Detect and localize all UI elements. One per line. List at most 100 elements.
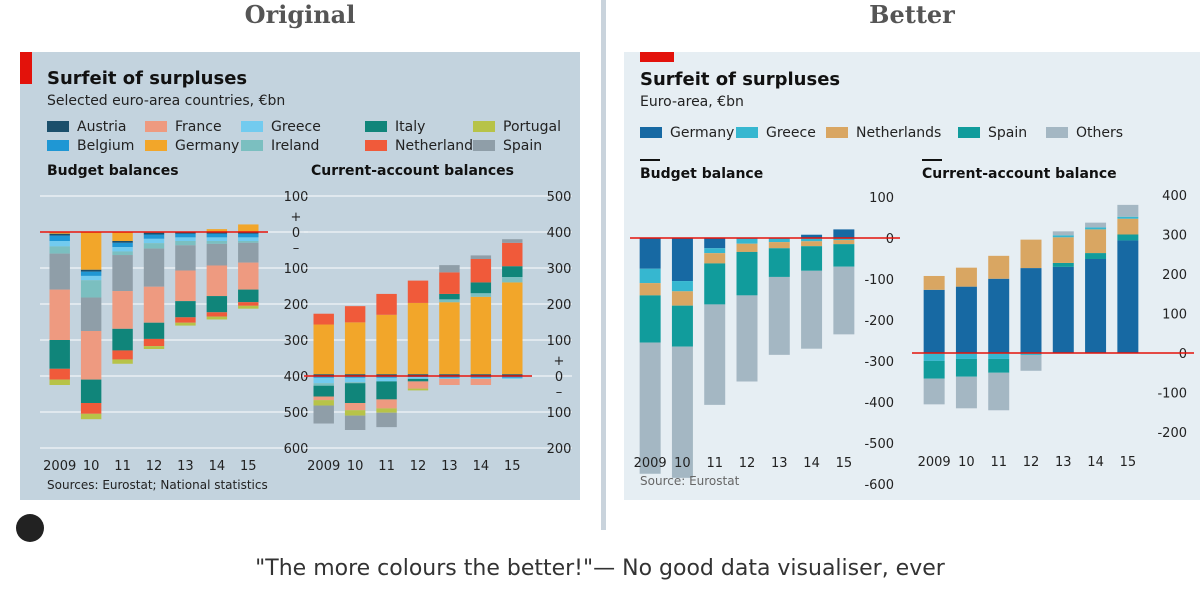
bar-segment-spain	[313, 405, 334, 424]
positive-sign: +	[291, 210, 302, 225]
bar-segment-france	[175, 270, 196, 302]
bar-segment-greece	[955, 353, 977, 359]
bar-segment-austria	[112, 241, 133, 243]
bar-segment-others	[768, 276, 790, 355]
bar-segment-italy	[344, 383, 366, 403]
bar-segment-greece	[376, 377, 397, 382]
bar-segment-others	[1117, 204, 1139, 217]
y-tick-label: -100	[1157, 387, 1187, 402]
better-chart-panel: Surfeit of surpluses Euro-area, €bn Germ…	[624, 52, 1200, 500]
bar-segment-austria	[143, 232, 165, 235]
x-tick-label: 14	[1087, 455, 1104, 470]
bar-segment-germany	[704, 238, 726, 249]
bar-segment-netherlands	[671, 291, 693, 306]
better-subtitle: Euro-area, €bn	[640, 94, 744, 110]
bar-segment-france	[80, 331, 102, 380]
bar-segment-italy	[407, 378, 429, 382]
bar-segment-germany	[1020, 268, 1042, 353]
bar-segment-austria	[344, 374, 366, 376]
y-tick-label: 300	[547, 262, 572, 277]
x-tick-label: 14	[209, 459, 226, 474]
legend-swatch	[473, 140, 495, 151]
x-tick-label: 13	[441, 459, 458, 474]
original-legend-item-netherlands: Netherlands	[365, 138, 480, 154]
bar-segment-ireland	[80, 280, 102, 298]
bar-segment-germany	[833, 229, 855, 238]
bar-segment-greece	[439, 377, 460, 379]
bar-segment-italy	[439, 293, 460, 300]
bar-segment-netherlands	[376, 293, 397, 315]
better-budget-title: Budget balance	[640, 166, 764, 182]
bar-segment-germany	[1117, 240, 1139, 353]
bar-segment-netherlands	[1085, 229, 1107, 254]
bar-segment-others	[833, 266, 855, 335]
better-current-title: Current-account balance	[922, 166, 1117, 182]
x-tick-label: 13	[177, 459, 194, 474]
original-legend-item-germany: Germany	[145, 138, 239, 154]
bar-segment-netherlands	[470, 259, 492, 283]
bar-segment-germany	[313, 324, 334, 375]
bar-segment-ireland	[470, 293, 492, 297]
bar-segment-others	[704, 304, 726, 405]
legend-label: Ireland	[271, 138, 320, 154]
original-legend-item-france: France	[145, 119, 222, 135]
legend-swatch	[145, 121, 167, 132]
bar-segment-italy	[112, 328, 133, 351]
bar-segment-germany	[238, 224, 259, 232]
bar-segment-greece	[736, 238, 758, 244]
bar-segment-germany	[407, 302, 429, 375]
x-tick-label: 10	[347, 459, 364, 474]
bar-segment-germany	[955, 286, 977, 353]
bar-segment-ireland	[502, 277, 523, 283]
bar-segment-greece	[988, 353, 1010, 359]
bar-segment-france	[439, 378, 460, 385]
x-tick-label: 11	[706, 456, 723, 471]
y-tick-label: 0	[292, 226, 300, 241]
x-tick-label: 10	[83, 459, 100, 474]
bar-segment-greece	[502, 377, 523, 379]
better-legend: Germany Greece Netherlands Spain Others	[640, 125, 1180, 145]
original-heading: Original	[244, 0, 356, 29]
bar-segment-spain	[1085, 253, 1107, 259]
bar-segment-austria	[80, 269, 102, 272]
x-tick-label: 12	[146, 459, 163, 474]
x-tick-label: 12	[739, 456, 756, 471]
y-tick-label: -600	[864, 478, 894, 493]
bar-segment-greece	[206, 237, 228, 241]
bar-segment-greece	[49, 241, 70, 247]
legend-swatch	[365, 121, 387, 132]
bar-segment-others	[736, 295, 758, 382]
original-title: Surfeit of surpluses	[47, 68, 248, 89]
bar-segment-austria	[502, 374, 523, 376]
bar-segment-greece	[768, 238, 790, 243]
y-tick-label: 300	[1162, 229, 1187, 244]
y-tick-label: 100	[1162, 308, 1187, 323]
legend-label: Netherlands	[856, 125, 942, 141]
bar-segment-greece	[313, 377, 334, 384]
legend-swatch	[365, 140, 387, 151]
legend-label: Netherlands	[395, 138, 481, 154]
bar-segment-netherlands	[955, 267, 977, 287]
bar-segment-germany	[923, 289, 945, 353]
bar-segment-germany	[470, 296, 492, 375]
original-legend-item-greece: Greece	[241, 119, 321, 135]
bar-segment-netherlands	[439, 272, 460, 294]
y-tick-label: 200	[547, 298, 572, 313]
original-legend-item-ireland: Ireland	[241, 138, 319, 154]
bar-segment-spain	[988, 358, 1010, 373]
bar-segment-ireland	[313, 383, 334, 386]
bar-segment-france	[376, 399, 397, 409]
y-tick-label: -500	[864, 437, 894, 452]
original-legend-item-spain: Spain	[473, 138, 542, 154]
bar-segment-ireland	[238, 241, 259, 243]
y-tick-label: 0	[1179, 347, 1187, 362]
x-tick-label: 15	[1120, 455, 1137, 470]
bar-segment-italy	[470, 282, 492, 294]
bar-segment-germany	[801, 234, 823, 238]
bar-segment-spain	[49, 253, 70, 290]
bar-segment-germany	[439, 302, 460, 375]
bar-segment-greece	[80, 275, 102, 281]
bar-segment-portugal	[376, 408, 397, 413]
legend-swatch	[826, 127, 848, 138]
bar-segment-netherlands	[988, 255, 1010, 279]
